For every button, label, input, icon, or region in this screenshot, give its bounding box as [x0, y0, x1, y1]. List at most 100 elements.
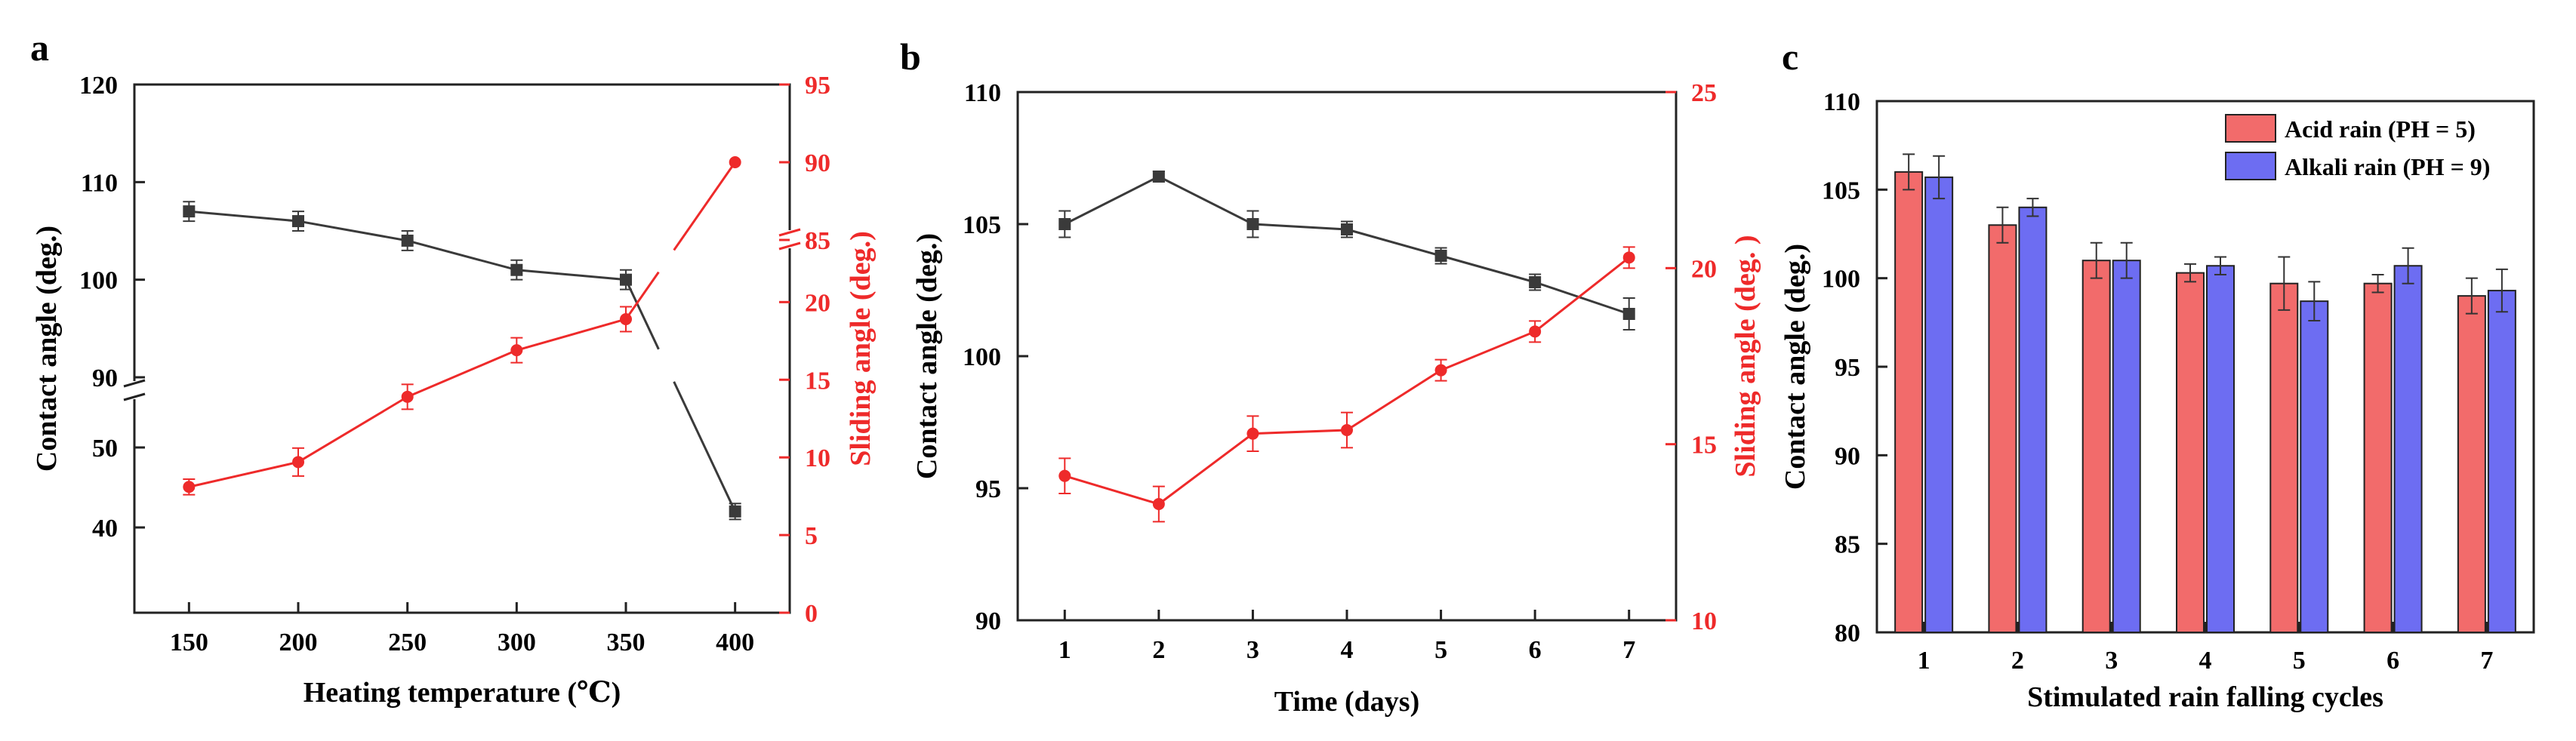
y-tick-label: 110: [1823, 88, 1860, 116]
panel-c-frame: [1875, 100, 2535, 634]
data-point-circle: [401, 390, 414, 403]
right-tick-label: 10: [1691, 607, 1717, 635]
panel-a: 150 200 250 300 350 400 40 50 90 100 110 120 0 5 10 15 2…: [31, 72, 877, 709]
right-tick-label: 95: [805, 72, 830, 100]
panel-b-ticks: 1 2 3 4 5 6 7 90 95 100 105 110 10 15 20 25: [963, 79, 1717, 664]
right-series-line: [1346, 369, 1442, 432]
data-point-square: [292, 215, 304, 228]
bar-alkali: [2112, 260, 2141, 633]
left-series-line: [297, 220, 408, 242]
x-tick-label: 3: [1246, 636, 1259, 664]
left-series-line: [1158, 175, 1254, 226]
left-tick-label: 110: [964, 79, 1001, 107]
data-point-square: [1529, 276, 1542, 288]
x-tick-label: 250: [388, 629, 427, 656]
panel-b-xlabel: Time (days): [1274, 686, 1419, 718]
panel-b-ylabel-right: Sliding angle (deg. ): [1730, 235, 1761, 478]
right-series-line: [1534, 257, 1630, 333]
left-series-line: [1346, 228, 1441, 257]
right-series-line: [189, 460, 299, 488]
x-tick-label: 2: [1152, 636, 1165, 664]
x-tick-label: 7: [2480, 647, 2493, 675]
data-point-circle: [1434, 364, 1447, 377]
left-series-line: [189, 210, 299, 223]
right-series-line: [297, 395, 408, 463]
right-tick-label: 25: [1691, 79, 1717, 107]
panel-a-xlabel: Heating temperature (℃): [304, 677, 621, 709]
panel-b-frame: [1016, 91, 1678, 622]
left-break-mark: [123, 379, 146, 388]
panel-a-frame: [133, 83, 791, 614]
right-tick-label: 0: [805, 600, 818, 628]
x-tick-label: 1: [1058, 636, 1071, 664]
y-tick-label: 95: [1835, 354, 1860, 382]
left-series-line: [673, 381, 737, 512]
panel-b-letter: b: [900, 35, 921, 78]
panel-c-ylabel: Contact angle (deg.): [1779, 244, 1811, 490]
data-point-square: [1058, 218, 1071, 230]
x-tick-label: 300: [498, 629, 536, 656]
left-series-line: [624, 279, 660, 350]
data-point-square: [729, 505, 741, 518]
left-tick-label: 100: [79, 267, 118, 295]
panel-c: 1 2 3 4 5 6 7 80 85 90 95 100 105 110 Acid rain (PH =…: [1779, 88, 2535, 713]
data-point-square: [1622, 308, 1635, 320]
data-point-square: [1152, 171, 1165, 183]
right-tick-label: 10: [805, 444, 830, 472]
x-tick-label: 150: [170, 629, 208, 656]
data-point-circle: [1058, 469, 1071, 482]
data-point-circle: [1152, 498, 1165, 510]
x-tick-label: 1: [1918, 647, 1930, 675]
left-tick-label: 90: [92, 364, 118, 392]
data-point-circle: [1341, 424, 1353, 436]
left-series-line: [1534, 281, 1630, 315]
x-tick-label: 6: [2386, 647, 2399, 675]
x-tick-label: 200: [279, 629, 318, 656]
legend-acid-swatch: [2225, 114, 2276, 143]
x-tick-label: 3: [2105, 647, 2118, 675]
right-tick-label: 5: [805, 522, 818, 550]
panel-a-ticks: 150 200 250 300 350 400 40 50 90 100 110 120 0 5 10 15 2…: [79, 72, 830, 656]
x-tick-label: 2: [2011, 647, 2024, 675]
bar-acid: [2363, 282, 2393, 633]
data-point-square: [620, 273, 632, 286]
right-series-line: [673, 161, 736, 251]
panel-a-ylabel-left: Contact angle (deg.): [31, 226, 63, 472]
left-tick-label: 110: [81, 169, 118, 197]
bar-acid: [2176, 272, 2205, 633]
x-tick-label: 6: [1529, 636, 1542, 664]
panel-c-xlabel: Stimulated rain falling cycles: [2027, 681, 2383, 713]
right-break-mark: [778, 228, 801, 237]
bar-acid: [2081, 260, 2111, 633]
right-tick-label: 90: [805, 149, 830, 177]
data-point-square: [1434, 250, 1447, 262]
data-point-circle: [729, 156, 741, 168]
x-tick-label: 350: [607, 629, 646, 656]
right-tick-label: 85: [805, 227, 830, 255]
panel-a-letter: a: [30, 26, 49, 69]
left-series-line: [516, 269, 627, 281]
panel-b-ylabel-left: Contact angle (deg.): [911, 233, 943, 479]
y-tick-label: 80: [1835, 620, 1860, 647]
right-tick-label: 20: [1691, 255, 1717, 283]
x-tick-label: 5: [2293, 647, 2306, 675]
x-tick-label: 4: [1341, 636, 1354, 664]
right-tick-label: 15: [1691, 432, 1717, 460]
left-tick-label: 90: [975, 607, 1001, 635]
legend-alkali-label: Alkali rain (PH = 9): [2285, 153, 2490, 180]
left-tick-label: 105: [963, 211, 1001, 239]
left-break-gap: [128, 381, 140, 399]
left-tick-label: 95: [975, 475, 1001, 503]
legend-alkali-swatch: [2225, 152, 2276, 180]
bar-acid: [1988, 224, 2017, 633]
panel-a-ylabel-right: Sliding angle (deg.): [845, 231, 877, 466]
legend-acid-label: Acid rain (PH = 5): [2285, 115, 2476, 143]
y-tick-label: 85: [1835, 531, 1860, 559]
right-series-line: [407, 349, 517, 398]
data-point-square: [183, 205, 196, 218]
bar-alkali: [2300, 300, 2329, 633]
data-point-circle: [292, 456, 304, 469]
data-point-circle: [1529, 325, 1542, 338]
data-point-circle: [1622, 251, 1635, 264]
